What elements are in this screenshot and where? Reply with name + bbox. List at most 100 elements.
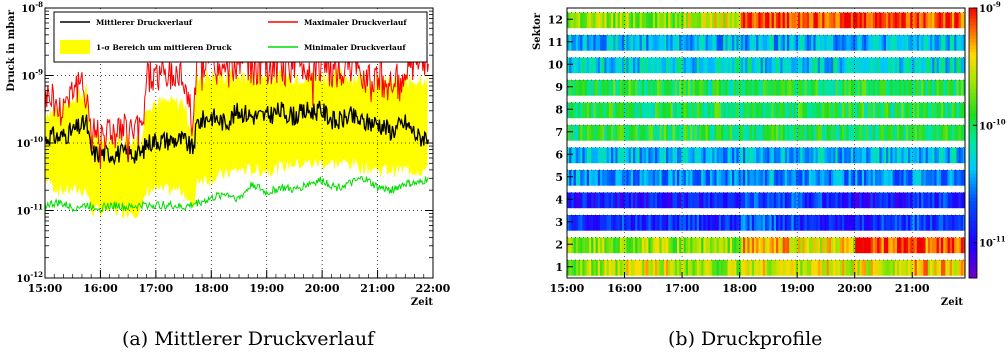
heat-cell (613, 57, 616, 74)
heat-cell (901, 125, 904, 141)
heat-cell (850, 102, 854, 119)
heat-cell (712, 35, 715, 51)
heat-cell (802, 170, 805, 186)
heat-cell (648, 35, 651, 51)
heat-cell (624, 215, 627, 231)
heat-cell (608, 12, 612, 29)
heat-cell (879, 125, 882, 141)
heat-cell (679, 12, 682, 29)
heat-cell (575, 192, 579, 209)
heat-cell (875, 147, 878, 164)
heat-cell (659, 170, 662, 186)
heat-cell (681, 35, 684, 51)
heat-cell (963, 192, 966, 209)
heat-cell (776, 35, 779, 51)
heat-cell (690, 35, 693, 51)
heat-cell (798, 260, 801, 276)
heat-cell (646, 35, 649, 51)
heat-cell (681, 237, 684, 254)
heat-cell (949, 237, 953, 254)
heat-cell (617, 57, 621, 74)
heat-cell (767, 237, 770, 254)
heat-cell (853, 102, 856, 119)
heat-cell (921, 237, 924, 254)
heat-cell (771, 125, 775, 141)
heat-cell (595, 192, 599, 209)
heat-cell (718, 125, 722, 141)
colorbar-segment (969, 105, 977, 110)
heat-cell (912, 12, 915, 29)
colorbar-segment (969, 254, 977, 259)
heat-cell (727, 35, 731, 51)
heat-cell (628, 237, 632, 254)
heat-cell (725, 215, 728, 231)
heat-cell (809, 237, 812, 254)
heat-cell (930, 35, 933, 51)
heat-cell (602, 192, 605, 209)
colorbar-tick-label: 10-11 (979, 235, 1006, 250)
heat-cell (826, 237, 830, 254)
heat-cell (732, 102, 735, 119)
heat-cell (754, 102, 757, 119)
heat-cell (780, 237, 783, 254)
heat-cell (897, 237, 900, 254)
heat-cell (822, 192, 825, 209)
colorbar-segment (969, 109, 977, 114)
heat-cell (690, 80, 693, 96)
heat-cell (765, 260, 768, 276)
heat-cell (622, 147, 625, 164)
heat-cell (958, 12, 962, 29)
heat-cell (714, 260, 717, 276)
heat-cell (881, 35, 885, 51)
heat-cell (586, 35, 590, 51)
heat-cell (894, 260, 898, 276)
heat-cell (736, 102, 739, 119)
heat-cell (782, 170, 786, 186)
heat-cell (815, 80, 819, 96)
sector-tick-label: 6 (555, 148, 563, 161)
heat-cell (916, 12, 920, 29)
heat-cell (575, 237, 579, 254)
heat-cell (901, 192, 904, 209)
heat-cell (765, 192, 768, 209)
heat-cell (912, 237, 915, 254)
heat-cell (727, 237, 731, 254)
heat-cell (864, 147, 867, 164)
heat-cell (938, 102, 942, 119)
heat-cell (864, 35, 867, 51)
heat-cell (782, 237, 786, 254)
heat-cell (758, 147, 761, 164)
heat-cell (569, 102, 572, 119)
heat-cell (787, 260, 790, 276)
heat-cell (635, 35, 638, 51)
colorbar-segment (969, 11, 977, 16)
heat-cell (718, 102, 722, 119)
heat-cell (622, 102, 625, 119)
heat-cell (771, 12, 775, 29)
heat-cell (883, 80, 887, 96)
heat-cell (743, 170, 746, 186)
heat-cell (945, 12, 948, 29)
heat-cell (681, 147, 684, 164)
heat-cell (831, 215, 834, 231)
heat-cell (677, 57, 680, 74)
colorbar-segment (969, 220, 977, 225)
heat-cell (954, 237, 957, 254)
heat-cell (743, 215, 746, 231)
heat-cell (793, 102, 797, 119)
heat-cell (925, 12, 929, 29)
heat-cell (941, 80, 944, 96)
heat-cell (936, 102, 940, 119)
heat-cell (760, 57, 764, 74)
heat-cell (657, 125, 660, 141)
heat-cell (578, 260, 581, 276)
heat-cell (644, 147, 647, 164)
heat-cell (894, 147, 898, 164)
heat-cell (831, 192, 834, 209)
heat-cell (837, 125, 841, 141)
heat-cell (954, 35, 957, 51)
heat-cell (608, 215, 612, 231)
heat-cell (707, 192, 711, 209)
heat-cell (820, 215, 823, 231)
heat-cell (591, 215, 594, 231)
